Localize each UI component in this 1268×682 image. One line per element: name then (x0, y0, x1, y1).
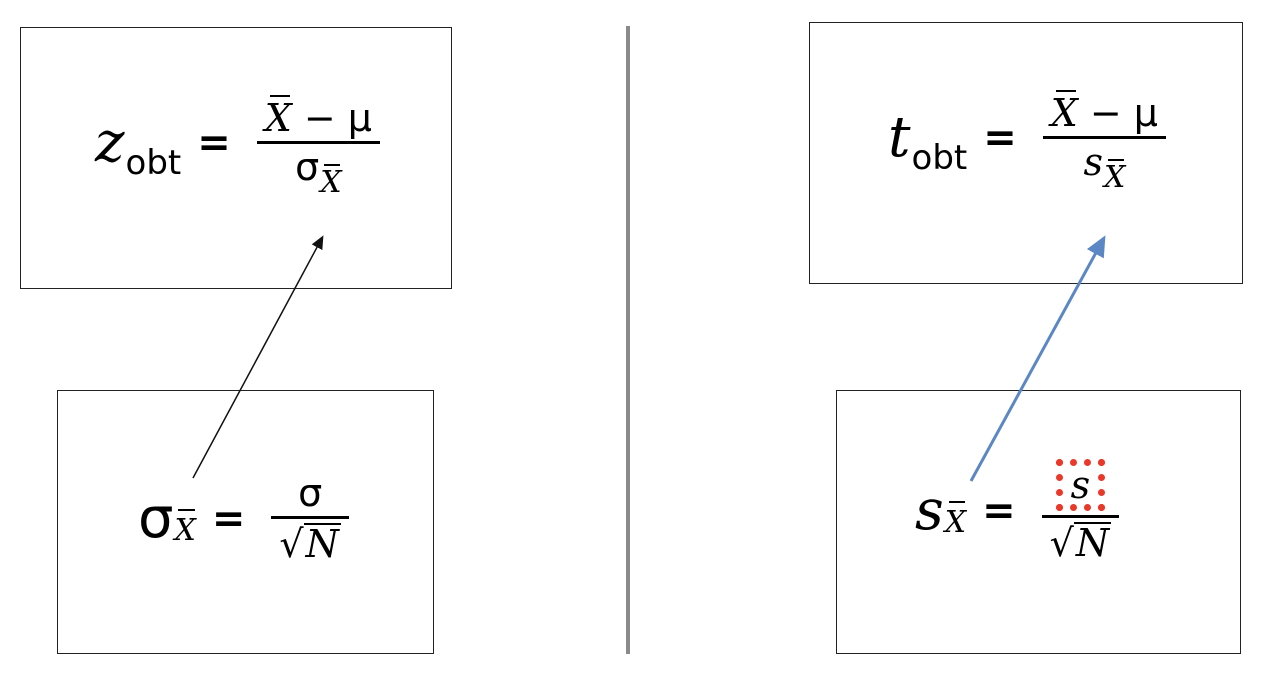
n-symbol: N (1073, 521, 1112, 565)
z-denominator: σX (287, 144, 349, 198)
s-xbar-formula-box (836, 390, 1241, 654)
fraction-bar (1042, 136, 1166, 139)
sqrt-n: √ N (271, 519, 348, 567)
sigma-numerator: σ (298, 471, 323, 515)
obt-subscript: obt (125, 142, 182, 183)
minus-mu: − μ (1077, 91, 1158, 135)
equals-sign: = (982, 487, 1016, 534)
x-bar-subscript: X (944, 501, 967, 540)
x-bar-subscript: X (320, 164, 342, 200)
t-symbol: t (888, 104, 911, 170)
x-bar-subscript: X (174, 509, 196, 548)
z-formula-box (20, 27, 452, 289)
t-obtained-formula: t obt = X − μ sX (888, 90, 1166, 193)
z-numerator: X − μ (257, 95, 380, 141)
obt-subscript: obt (911, 137, 968, 178)
sigma-xbar-formula-box (57, 390, 434, 654)
z-symbol: z (95, 109, 125, 175)
s-numerator: s (1048, 455, 1114, 515)
equals-sign: = (197, 119, 231, 166)
fraction-bar (1041, 515, 1120, 518)
x-bar: X (1050, 90, 1078, 135)
sigma-symbol: σ (295, 145, 320, 189)
sqrt-sign: √ (279, 522, 304, 566)
s-xbar-fraction: s √ N (1041, 455, 1120, 566)
n-symbol: N (303, 522, 341, 566)
sigma-symbol: σ (138, 485, 174, 551)
s-symbol: s (1083, 140, 1103, 184)
fraction-bar (256, 141, 380, 144)
s-symbol: s (915, 477, 944, 543)
sigma-xbar-formula: σ X = σ √ N (138, 470, 349, 567)
t-fraction: X − μ sX (1042, 90, 1166, 193)
sqrt-n: √ N (1042, 518, 1119, 566)
vertical-divider (626, 26, 630, 654)
sigma-xbar-fraction: σ √ N (271, 470, 349, 567)
x-bar: X (264, 95, 292, 140)
minus-mu: − μ (291, 96, 372, 140)
s-xbar-formula: s X = s √ N (915, 455, 1120, 566)
t-denominator: sX (1075, 139, 1133, 193)
x-bar-subscript: X (1103, 159, 1126, 195)
s-to-denominator-arrow (969, 235, 1106, 482)
sigma-to-denominator-arrow (192, 235, 324, 479)
z-obtained-formula: z obt = X − μ σX (95, 95, 380, 198)
z-fraction: X − μ σX (256, 95, 380, 198)
t-formula-box (809, 22, 1243, 284)
t-numerator: X − μ (1043, 90, 1166, 136)
highlighted-s: s (1055, 459, 1106, 511)
sqrt-sign: √ (1049, 521, 1074, 565)
equals-sign: = (983, 114, 1017, 161)
equals-sign: = (211, 495, 246, 542)
fraction-bar (271, 516, 349, 519)
